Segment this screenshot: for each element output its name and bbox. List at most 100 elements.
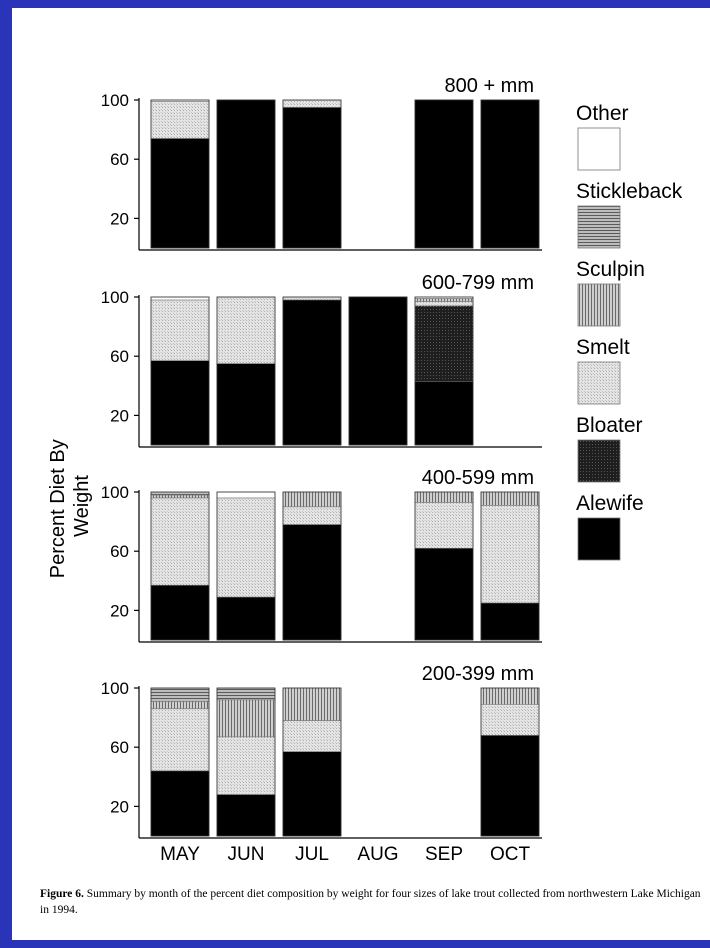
bar-segment-alewife-sep — [414, 99, 474, 249]
legend-item-smelt: Smelt — [576, 336, 630, 405]
panel-label: 200-399 mm — [422, 663, 534, 685]
legend-label: Smelt — [576, 336, 630, 359]
bar-outline-jun — [216, 296, 276, 446]
bar-segment-alewife-jul — [282, 107, 342, 249]
x-tick-label-oct: OCT — [490, 844, 531, 865]
legend-item-other: Other — [576, 102, 629, 171]
bar-segment-smelt-jun — [216, 497, 276, 598]
x-tick-label-sep: SEP — [425, 844, 463, 865]
bar-segment-stickleback-jun — [216, 687, 276, 701]
legend-label: Stickleback — [576, 180, 683, 203]
legend-item-alewife: Alewife — [576, 492, 644, 561]
bar-segment-stickleback-may — [150, 687, 210, 702]
y-tick-label: 60 — [110, 542, 129, 561]
bar-outline-oct — [480, 687, 540, 837]
bar-segment-sculpin-jul — [282, 491, 342, 508]
bar-segment-alewife-sep — [414, 381, 474, 446]
legend-swatch — [577, 127, 621, 171]
y-tick-label: 20 — [110, 797, 129, 816]
legend-label: Bloater — [576, 414, 643, 437]
bar-segment-alewife-oct — [480, 99, 540, 249]
bar-outline-jul — [282, 687, 342, 837]
bar-segment-smelt-may — [150, 101, 210, 139]
bar-outline-sep — [414, 99, 474, 249]
bar-segment-smelt-sep — [414, 502, 474, 549]
legend-swatch — [577, 439, 621, 483]
bar-segment-smelt-jul — [282, 720, 342, 752]
bar-outline-jun — [216, 687, 276, 837]
slide: 800 + mm 20 60 100 600-799 mm 20 60 100 400-599 … — [12, 8, 710, 940]
figure-caption-label: Figure 6. — [40, 888, 84, 900]
x-tick-label-aug: AUG — [357, 844, 398, 865]
bar-segment-smelt-jun — [216, 736, 276, 795]
bar-segment-sculpin-jun — [216, 699, 276, 738]
bar-segment-alewife-may — [150, 584, 210, 641]
y-tick-label: 60 — [110, 150, 129, 169]
bar-segment-alewife-jul — [282, 299, 342, 446]
x-tick-label-jun: JUN — [228, 844, 265, 865]
bar-segment-smelt-jun — [216, 296, 276, 364]
bar-outline-oct — [480, 491, 540, 641]
legend-item-bloater: Bloater — [576, 414, 643, 483]
y-tick-label: 20 — [110, 406, 129, 425]
bar-segment-sculpin-may — [150, 494, 210, 499]
bar-segment-smelt-jul — [282, 99, 342, 108]
bar-segment-sculpin-oct — [480, 687, 540, 705]
y-axis-label: Percent Diet By Weight — [47, 434, 93, 579]
bar-segment-alewife-oct — [480, 602, 540, 641]
bar-outline-sep — [414, 491, 474, 641]
bar-segment-alewife-may — [150, 770, 210, 837]
y-tick-label: 100 — [101, 91, 129, 110]
bar-segment-sculpin-oct — [480, 491, 540, 506]
y-tick-label: 20 — [110, 601, 129, 620]
bar-segment-alewife-jul — [282, 751, 342, 837]
bar-outline-jun — [216, 491, 276, 641]
bar-segment-smelt-oct — [480, 505, 540, 604]
legend-label: Alewife — [576, 492, 644, 515]
panel-label: 800 + mm — [445, 75, 534, 97]
bar-segment-sculpin-may — [150, 701, 210, 710]
bar-segment-alewife-jul — [282, 524, 342, 641]
legend-item-stickleback: Stickleback — [576, 180, 683, 249]
x-tick-label-jul: JUL — [295, 844, 329, 865]
bar-segment-alewife-oct — [480, 735, 540, 837]
bar-outline-jul — [282, 99, 342, 249]
bar-segment-sculpin-sep — [414, 298, 474, 302]
bar-outline-may — [150, 296, 210, 446]
bar-outline-aug — [348, 296, 408, 446]
y-tick-label: 100 — [101, 483, 129, 502]
panel-800-mm: 800 + mm 20 60 100 — [101, 75, 542, 251]
figure-caption-text: Summary by month of the percent diet com… — [40, 888, 701, 916]
bar-outline-may — [150, 491, 210, 641]
panel-label: 600-799 mm — [422, 272, 534, 294]
bar-outline-jun — [216, 99, 276, 249]
bar-segment-stickleback-may — [150, 491, 210, 496]
bar-segment-smelt-jul — [282, 296, 342, 301]
y-tick-label: 100 — [101, 288, 129, 307]
bar-segment-alewife-jun — [216, 596, 276, 641]
legend-swatch — [577, 517, 621, 561]
bar-outline-sep — [414, 296, 474, 446]
y-tick-label: 20 — [110, 209, 129, 228]
bar-segment-other-may — [150, 296, 210, 301]
bar-segment-alewife-jun — [216, 99, 276, 249]
bar-segment-smelt-may — [150, 708, 210, 772]
panel-400-599-mm: 400-599 mm 20 60 100 — [101, 467, 542, 643]
bar-segment-smelt-may — [150, 299, 210, 361]
bar-segment-alewife-sep — [414, 547, 474, 641]
bar-outline-oct — [480, 99, 540, 249]
panel-200-399-mm: 200-399 mm 20 60 100 — [101, 663, 542, 839]
bar-segment-sculpin-sep — [414, 491, 474, 503]
bar-segment-alewife-jun — [216, 794, 276, 837]
x-tick-label-may: MAY — [160, 844, 200, 865]
bar-outline-may — [150, 99, 210, 249]
legend-label: Other — [576, 102, 629, 125]
figure-caption: Figure 6. Summary by month of the percen… — [40, 886, 710, 918]
bar-segment-smelt-sep — [414, 301, 474, 307]
bar-outline-jul — [282, 296, 342, 446]
bar-segment-alewife-jun — [216, 363, 276, 446]
bar-segment-alewife-aug — [348, 296, 408, 446]
legend-label: Sculpin — [576, 258, 645, 281]
bar-segment-smelt-jul — [282, 506, 342, 525]
